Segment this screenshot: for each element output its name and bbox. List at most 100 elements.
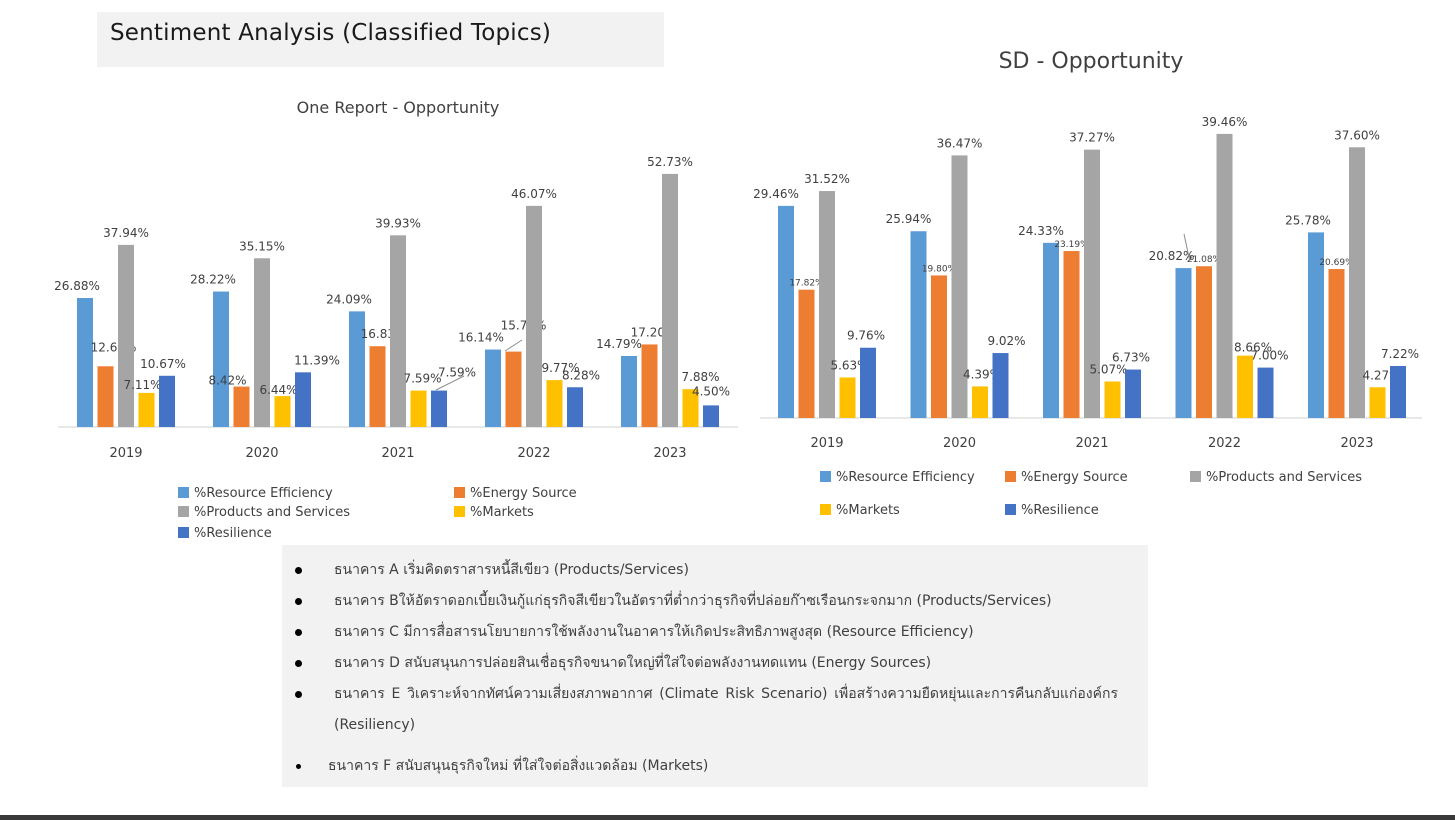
data-label-resilience-2022: 7.00% bbox=[1250, 349, 1288, 363]
bar-resource-efficiency-2021 bbox=[1043, 242, 1059, 418]
bar-markets-2021 bbox=[1104, 381, 1121, 418]
bar-resource-efficiency-2019 bbox=[77, 297, 93, 427]
note-item-c: ธนาคาร C มีการสื่อสารนโยบายการใช้พลังงาน… bbox=[282, 617, 1118, 648]
bar-resource-efficiency-2022 bbox=[1175, 268, 1192, 418]
bar-resilience-2021 bbox=[431, 390, 447, 427]
bullet-icon bbox=[295, 598, 302, 605]
data-label-resource-efficiency-2019: 26.88% bbox=[54, 279, 100, 293]
legend-swatch-products-and-services bbox=[1190, 471, 1201, 482]
bullet-icon bbox=[296, 764, 301, 769]
bar-energy-source-2023 bbox=[641, 344, 658, 427]
legend-swatch-resilience bbox=[178, 527, 189, 538]
x-tick-label-2022: 2022 bbox=[1208, 436, 1241, 451]
note-text: ธนาคาร C มีการสื่อสารนโยบายการใช้พลังงาน… bbox=[334, 624, 974, 640]
data-label-markets-2023: 7.88% bbox=[681, 370, 719, 384]
bullet-icon bbox=[295, 691, 302, 698]
note-text: ธนาคาร E วิเคราะห์จากทัศน์ความเสี่ยงสภาพ… bbox=[334, 686, 1118, 733]
legend-swatch-markets bbox=[820, 504, 831, 515]
data-label-resource-efficiency-2023: 25.78% bbox=[1285, 213, 1331, 227]
bar-markets-2020 bbox=[972, 386, 988, 418]
data-label-products-and-services-2022: 46.07% bbox=[511, 187, 557, 201]
legend-swatch-energy-source bbox=[454, 487, 465, 498]
data-label-products-and-services-2021: 39.93% bbox=[375, 216, 421, 230]
legend-label-products-and-services: %Products and Services bbox=[1206, 470, 1362, 485]
data-label-markets-2021: 5.07% bbox=[1089, 362, 1127, 376]
data-label-resource-efficiency-2021: 24.33% bbox=[1018, 224, 1064, 238]
data-label-energy-source-2021: 23.19% bbox=[1054, 240, 1089, 250]
legend-label-markets: %Markets bbox=[836, 503, 900, 518]
sd-opportunity-chart: SD - Opportunity 29.46% 17.82% 31.52% 5.63% 9… bbox=[753, 49, 1422, 518]
x-tick-label-2023: 2023 bbox=[653, 446, 686, 461]
bar-energy-source-2019 bbox=[798, 289, 815, 418]
bar-products-and-services-2022 bbox=[526, 205, 542, 427]
bar-energy-source-2023 bbox=[1328, 269, 1345, 418]
legend-label-energy-source: %Energy Source bbox=[1021, 470, 1128, 485]
data-label-energy-source-2023: 20.69% bbox=[1319, 258, 1354, 268]
data-label-products-and-services-2023: 52.73% bbox=[647, 155, 693, 169]
bar-resource-efficiency-2022 bbox=[485, 349, 501, 427]
x-tick-label-2021: 2021 bbox=[381, 446, 414, 461]
notes-list: ธนาคาร A เริ่มคิดตราสารหนี้สีเขียว (Prod… bbox=[282, 555, 1118, 782]
bar-energy-source-2022 bbox=[505, 351, 522, 427]
x-tick-label-2020: 2020 bbox=[245, 446, 278, 461]
data-label-resilience-2019: 9.76% bbox=[847, 329, 885, 343]
bar-products-and-services-2020 bbox=[254, 258, 270, 427]
bar-energy-source-2021 bbox=[369, 346, 386, 427]
bar-energy-source-2020 bbox=[931, 275, 947, 418]
data-label-resource-efficiency-2020: 25.94% bbox=[886, 212, 932, 226]
bar-products-and-services-2019 bbox=[819, 191, 835, 418]
x-tick-label-2020: 2020 bbox=[943, 436, 976, 451]
note-text: ธนาคาร F สนับสนุนธุรกิจใหม่ ที่ใส่ใจต่อส… bbox=[328, 758, 709, 774]
page-title: Sentiment Analysis (Classified Topics) bbox=[110, 20, 552, 46]
data-label-energy-source-2020: 8.42% bbox=[208, 374, 246, 388]
bar-resilience-2020 bbox=[992, 353, 1009, 418]
legend-swatch-products-and-services bbox=[178, 506, 189, 517]
data-label-products-and-services-2019: 37.94% bbox=[103, 226, 149, 240]
note-text: ธนาคาร D สนับสนุนการปล่อยสินเชื่อธุรกิจข… bbox=[334, 655, 932, 671]
data-label-markets-2019: 7.11% bbox=[123, 378, 161, 392]
bar-resilience-2021 bbox=[1125, 369, 1141, 418]
data-label-energy-source-2019: 17.82% bbox=[789, 279, 824, 289]
data-label-products-and-services-2019: 31.52% bbox=[804, 172, 850, 186]
bar-resilience-2019 bbox=[159, 375, 175, 427]
one-report-opportunity-chart: One Report - Opportunity26.88%12.65%37.9… bbox=[54, 98, 738, 541]
chart-title: SD - Opportunity bbox=[999, 49, 1184, 74]
bullet-icon bbox=[295, 660, 302, 667]
bar-markets-2021 bbox=[410, 390, 427, 427]
legend-swatch-resilience bbox=[1005, 504, 1016, 515]
label-leader-line bbox=[1183, 233, 1191, 263]
data-label-markets-2020: 4.39% bbox=[963, 367, 1001, 381]
note-item-a: ธนาคาร A เริ่มคิดตราสารหนี้สีเขียว (Prod… bbox=[282, 555, 1118, 586]
bar-products-and-services-2022 bbox=[1216, 133, 1233, 418]
bar-markets-2023 bbox=[1369, 387, 1386, 418]
legend-swatch-resource-efficiency bbox=[820, 471, 831, 482]
note-item-e: ธนาคาร E วิเคราะห์จากทัศน์ความเสี่ยงสภาพ… bbox=[282, 679, 1118, 741]
x-tick-label-2022: 2022 bbox=[517, 446, 550, 461]
data-label-energy-source-2020: 19.80% bbox=[922, 264, 957, 274]
bar-energy-source-2021 bbox=[1063, 251, 1080, 418]
bar-resilience-2019 bbox=[860, 347, 876, 418]
x-tick-label-2019: 2019 bbox=[109, 446, 142, 461]
bar-markets-2020 bbox=[274, 396, 291, 427]
data-label-resource-efficiency-2022: 20.82% bbox=[1149, 249, 1195, 263]
bar-resource-efficiency-2019 bbox=[778, 205, 794, 418]
bar-resource-efficiency-2023 bbox=[1308, 232, 1324, 418]
bar-resilience-2022 bbox=[567, 387, 583, 427]
data-label-markets-2019: 5.63% bbox=[830, 358, 868, 372]
note-item-b: ธนาคาร Bให้อัตราดอกเบี้ยเงินกู้แก่ธุรกิจ… bbox=[282, 586, 1118, 617]
bar-products-and-services-2023 bbox=[1349, 147, 1365, 418]
data-label-resilience-2019: 10.67% bbox=[140, 357, 186, 371]
bar-energy-source-2020 bbox=[233, 386, 250, 427]
bar-markets-2022 bbox=[546, 380, 563, 427]
bar-markets-2023 bbox=[682, 389, 699, 427]
data-label-resilience-2021: 6.73% bbox=[1112, 351, 1150, 365]
x-tick-label-2023: 2023 bbox=[1340, 436, 1373, 451]
x-tick-label-2019: 2019 bbox=[810, 436, 843, 451]
bottom-divider bbox=[0, 815, 1455, 820]
data-label-markets-2022: 8.66% bbox=[1234, 341, 1272, 355]
label-leader-line bbox=[435, 375, 465, 391]
legend-label-energy-source: %Energy Source bbox=[470, 486, 577, 501]
notes-panel: ธนาคาร A เริ่มคิดตราสารหนี้สีเขียว (Prod… bbox=[282, 545, 1148, 787]
bar-resource-efficiency-2020 bbox=[910, 231, 927, 418]
bar-resource-efficiency-2020 bbox=[213, 291, 229, 427]
